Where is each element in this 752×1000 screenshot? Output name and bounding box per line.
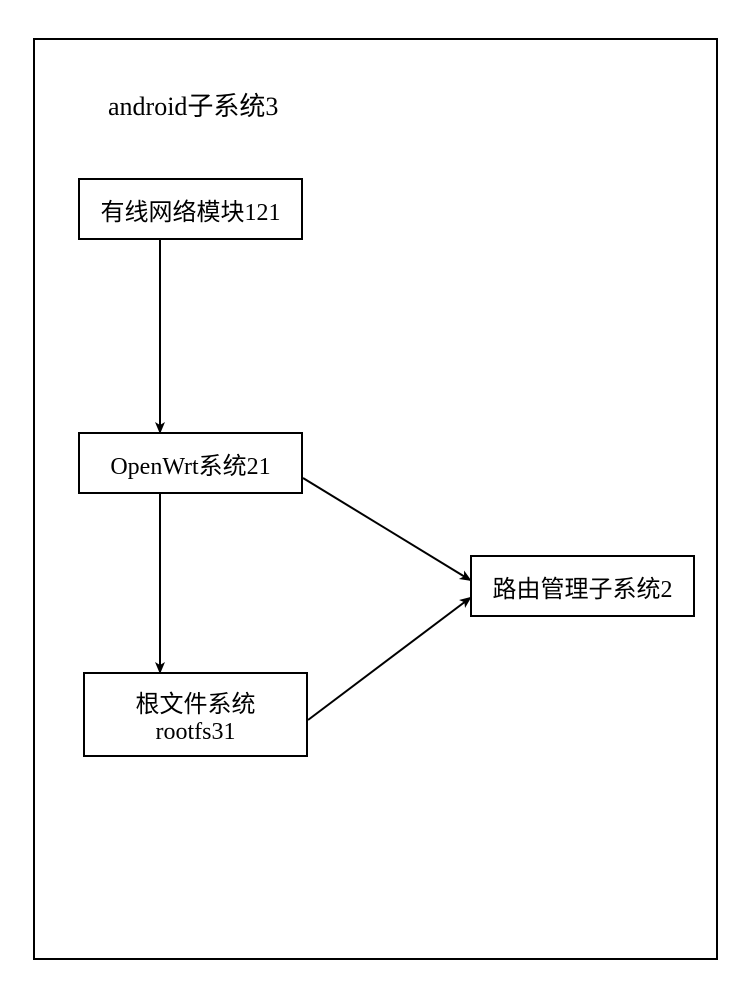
- node-label-line1: 根文件系统: [136, 684, 256, 719]
- node-wired-network: 有线网络模块121: [78, 178, 303, 240]
- diagram-title: android子系统3: [108, 86, 278, 123]
- node-rootfs: 根文件系统 rootfs31: [83, 672, 308, 757]
- node-label-line2: rootfs31: [156, 719, 236, 746]
- node-openwrt: OpenWrt系统21: [78, 432, 303, 494]
- title-text: android子系统3: [108, 92, 278, 121]
- node-router-management: 路由管理子系统2: [470, 555, 695, 617]
- diagram-frame: [33, 38, 718, 960]
- node-label: OpenWrt系统21: [110, 446, 270, 481]
- node-label: 路由管理子系统2: [493, 569, 673, 604]
- node-label: 有线网络模块121: [101, 192, 281, 227]
